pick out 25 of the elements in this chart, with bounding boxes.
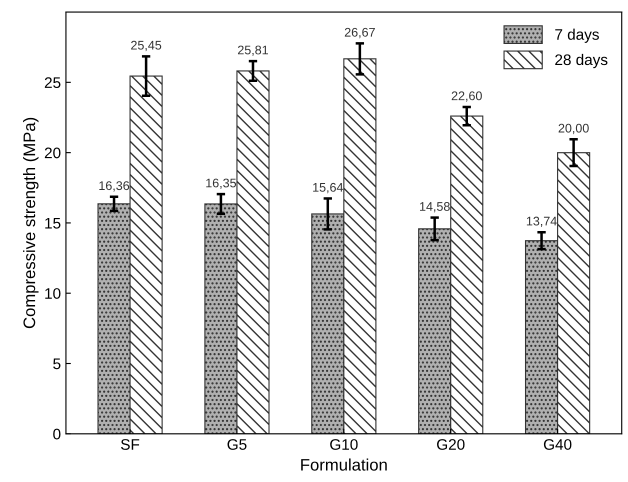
data-label: 20,00 [558,124,589,134]
x-tick-label: G10 [330,439,358,450]
legend-label: 7 days [555,28,599,43]
y-tick-label: 5 [53,358,60,370]
y-tick-label: 10 [45,288,60,299]
x-tick-label: G5 [228,439,246,450]
data-label: 16,36 [99,181,130,192]
data-label: 13,74 [526,216,557,227]
y-tick-label: 15 [45,218,60,229]
x-tick-label: G20 [437,439,465,450]
data-label: 16,35 [206,178,236,189]
data-label: 14,58 [420,202,450,212]
data-label: 22,60 [452,91,482,102]
x-tick-label: G40 [544,439,572,450]
data-label: 25,81 [238,46,268,56]
data-label: 25,45 [131,40,162,52]
x-tick-label: SF [121,439,140,450]
data-label: 26,67 [344,28,375,38]
y-tick-label: 20 [44,148,60,158]
y-tick-label: 25 [44,77,60,88]
data-label: 15,64 [313,182,344,194]
y-tick-label: 0 [53,428,60,440]
y-axis-title: Compressive strength (MPa) [22,118,39,328]
x-axis-title: Formulation [301,458,387,471]
legend-label: 28 days [555,54,608,68]
